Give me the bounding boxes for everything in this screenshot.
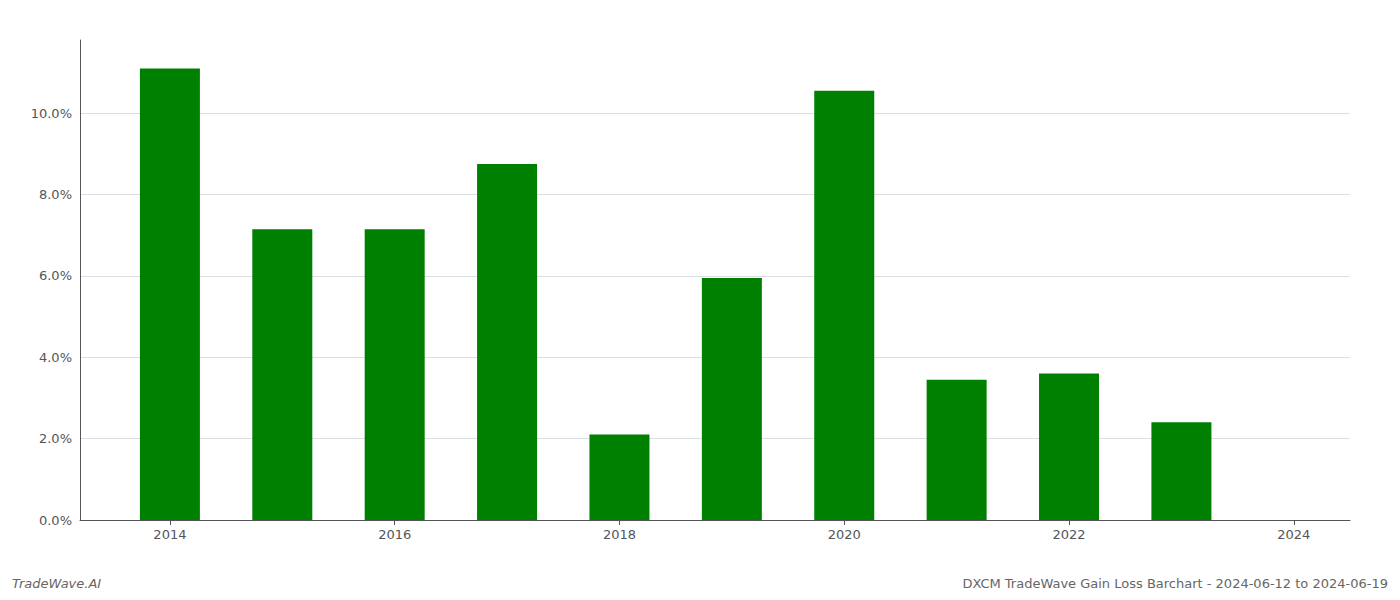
- svg-text:2024: 2024: [1277, 527, 1310, 542]
- svg-text:0.0%: 0.0%: [39, 513, 72, 528]
- svg-text:2020: 2020: [828, 527, 861, 542]
- svg-text:2.0%: 2.0%: [39, 431, 72, 446]
- svg-text:TradeWave.AI: TradeWave.AI: [12, 576, 101, 591]
- svg-text:8.0%: 8.0%: [39, 187, 72, 202]
- svg-text:2016: 2016: [378, 527, 411, 542]
- svg-text:2014: 2014: [153, 527, 186, 542]
- svg-text:6.0%: 6.0%: [39, 268, 72, 283]
- svg-text:2018: 2018: [603, 527, 636, 542]
- svg-text:DXCM TradeWave Gain Loss Barch: DXCM TradeWave Gain Loss Barchart - 2024…: [962, 576, 1388, 591]
- svg-text:2022: 2022: [1052, 527, 1085, 542]
- svg-text:4.0%: 4.0%: [39, 350, 72, 365]
- svg-text:10.0%: 10.0%: [31, 106, 72, 121]
